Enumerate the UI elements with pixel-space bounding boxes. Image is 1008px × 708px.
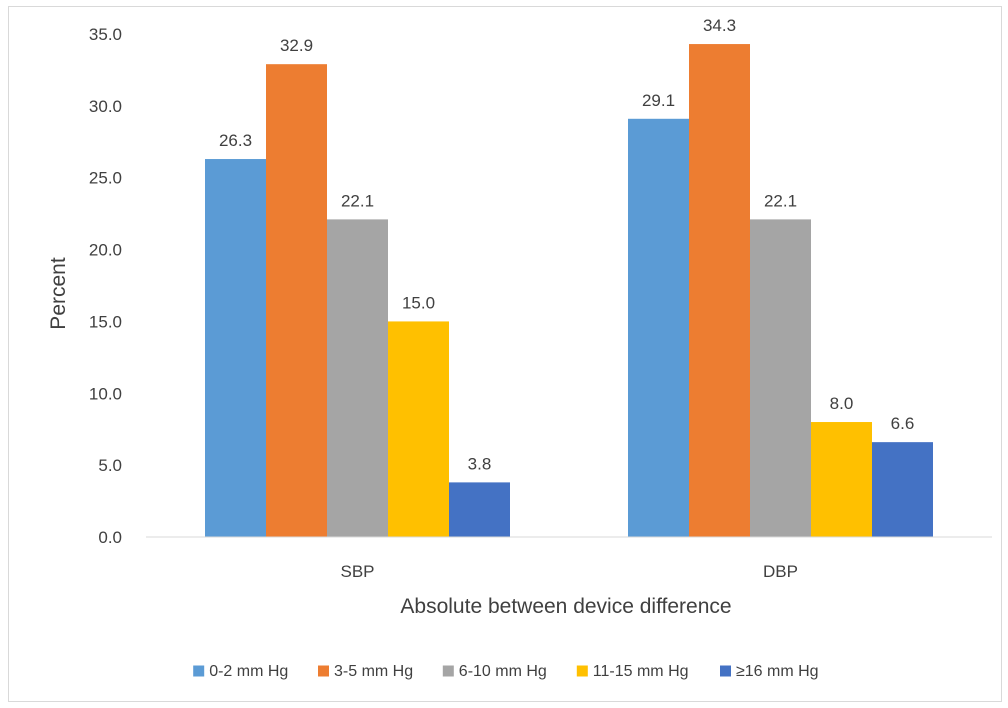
y-tick-label: 25.0: [89, 169, 122, 188]
legend-label: 3-5 mm Hg: [334, 663, 413, 680]
y-tick-label: 30.0: [89, 97, 122, 116]
y-tick-label: 10.0: [89, 384, 122, 403]
bar: [266, 64, 327, 538]
data-label: 6.6: [891, 414, 915, 433]
bar: [689, 44, 750, 538]
bar: [872, 442, 933, 537]
x-axis-ticks: SBP DBP: [340, 562, 798, 581]
legend-swatch: [193, 665, 205, 677]
x-axis-title: Absolute between device difference: [400, 595, 731, 618]
y-tick-label: 35.0: [89, 25, 122, 44]
bar-chart: 0.05.010.015.020.025.030.035.0 26.332.92…: [47, 16, 992, 680]
legend-swatch: [576, 665, 588, 677]
legend-label: 11-15 mm Hg: [593, 663, 689, 680]
legend-swatch: [318, 665, 329, 677]
legend-label: ≥16 mm Hg: [736, 663, 819, 680]
bar: [449, 482, 510, 537]
data-label: 22.1: [341, 191, 374, 210]
x-tick-label: SBP: [340, 562, 374, 581]
data-label: 34.3: [703, 16, 736, 35]
y-axis-title: Percent: [47, 257, 70, 330]
data-label: 15.0: [402, 293, 435, 312]
bar: [811, 422, 872, 537]
data-labels: 26.3 32.9 22.1 15.0 3.8 29.1 34.3 22.1 8.0 6.6: [219, 16, 914, 473]
chart-frame: 0.0 5.0 10.0 15.0 20.0 25.0 30.0 35.0 26.3 32.9 2…: [8, 6, 1002, 702]
legend-swatch: [720, 665, 731, 677]
y-tick-label: 5.0: [98, 456, 122, 475]
x-tick-label: DBP: [763, 562, 798, 581]
bar: [628, 118, 689, 537]
data-label: 3.8: [468, 454, 492, 473]
data-label: 8.0: [830, 394, 854, 413]
legend-label: 6-10 mm Hg: [459, 663, 547, 680]
data-label: 26.3: [219, 131, 252, 150]
legend-swatch: [442, 665, 454, 677]
bars: [205, 44, 933, 538]
bar: [750, 219, 811, 538]
legend-label: 0-2 mm Hg: [209, 663, 288, 680]
y-tick-label: 0.0: [98, 528, 122, 547]
bar: [205, 159, 266, 537]
bar: [388, 321, 449, 537]
data-label: 32.9: [280, 36, 313, 55]
bar: [327, 219, 388, 538]
y-tick-label: 20.0: [89, 241, 122, 260]
data-label: 29.1: [642, 91, 675, 110]
legend: 0-2 mm Hg 3-5 mm Hg 6-10 mm Hg 11-15 mm Hg ≥…: [193, 663, 819, 680]
data-label: 22.1: [764, 191, 797, 210]
y-axis-ticks: 0.0 5.0 10.0 15.0 20.0 25.0 30.0 35.0: [89, 25, 122, 547]
y-tick-label: 15.0: [89, 312, 122, 331]
